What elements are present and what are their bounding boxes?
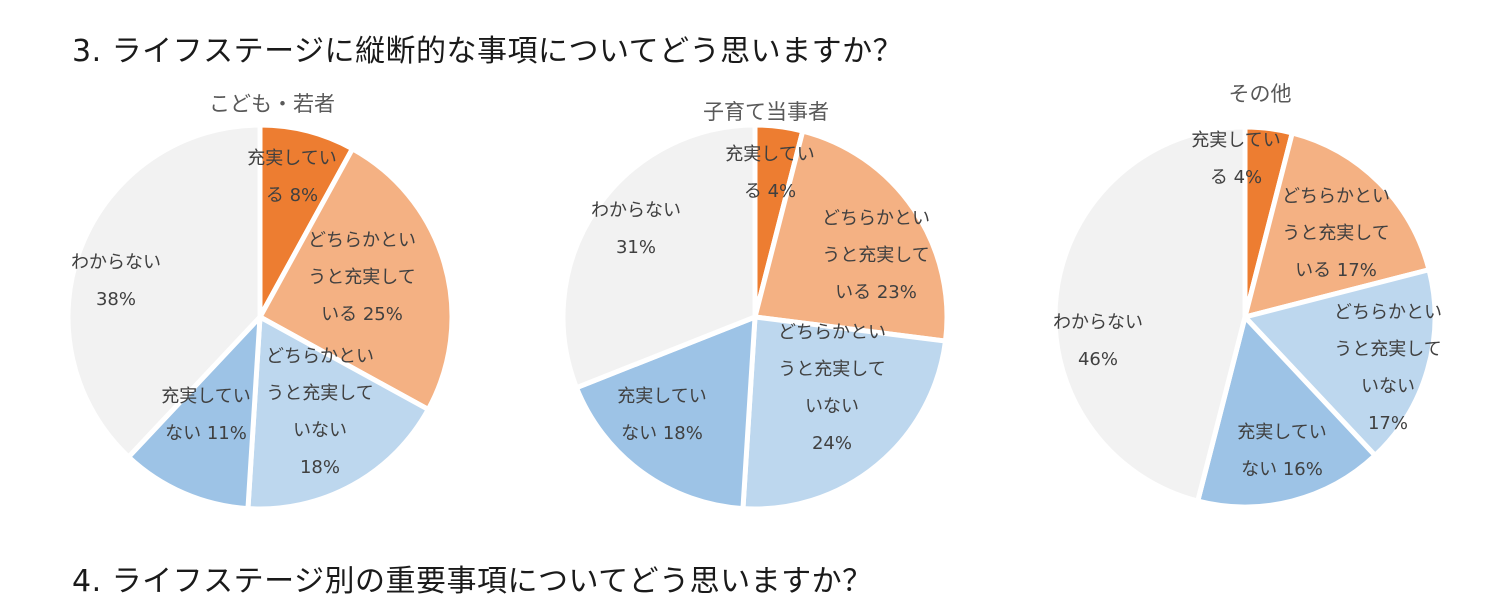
question-4-heading: 4. ライフステージ別の重要事項についてどう思いますか？	[72, 564, 873, 599]
data-label: わからない 46%	[1053, 312, 1143, 370]
pie-chart-parents: 充実している 4%どちらかというと充実している 23% どちらかというと充実してい…	[560, 122, 950, 512]
slice-unknown	[1052, 124, 1248, 504]
slice-somewhat-fulfilled	[1242, 130, 1432, 320]
pie-chart-children-youth: 充実している 8% どちらかというと充実している 25% どちらかというと充実してい…	[65, 122, 455, 512]
data-label: どちらかというと充実していない 24%	[778, 322, 886, 454]
slice-unknown	[65, 122, 263, 460]
slice-somewhat-not-fulfilled	[740, 314, 948, 512]
question-3-heading: 3. ライフステージに縦断的な事項についてどう思いますか？	[72, 34, 904, 69]
data-label: 充実していない 11%	[161, 386, 250, 444]
slice-not-fulfilled	[126, 314, 263, 512]
slice-somewhat-fulfilled	[257, 146, 455, 412]
data-label: 充実している 4%	[725, 144, 814, 202]
slice-somewhat-not-fulfilled	[245, 314, 431, 512]
data-label: どちらかというと充実していない 18%	[266, 346, 374, 478]
chart-title-children-youth: こども・若者	[209, 92, 335, 116]
data-label: わからない 38%	[71, 252, 161, 310]
data-label: 充実していない 18%	[617, 386, 706, 444]
data-label: 充実している 4%	[1191, 130, 1280, 188]
slice-not-fulfilled	[1195, 314, 1378, 510]
pie-chart-other: 充実している 4%どちらかというと充実している 17% どちらかというと充実してい…	[1052, 124, 1442, 510]
slice-unknown	[560, 122, 758, 391]
data-label: どちらかというと充実している 23%	[822, 208, 930, 303]
data-label: どちらかというと充実していない 17%	[1334, 302, 1442, 434]
chart-title-parents: 子育て当事者	[703, 100, 829, 124]
data-label: わからない 31%	[591, 200, 681, 258]
chart-title-other: その他	[1228, 82, 1292, 106]
slice-somewhat-not-fulfilled	[1242, 267, 1438, 459]
data-label: 充実していない 16%	[1237, 422, 1326, 480]
slice-somewhat-fulfilled	[752, 128, 950, 344]
data-label: 充実している 8%	[247, 148, 336, 206]
data-label: どちらかというと充実している 17%	[1282, 186, 1390, 281]
slice-not-fulfilled	[573, 314, 758, 512]
data-label: どちらかというと充実している 25%	[308, 230, 416, 325]
